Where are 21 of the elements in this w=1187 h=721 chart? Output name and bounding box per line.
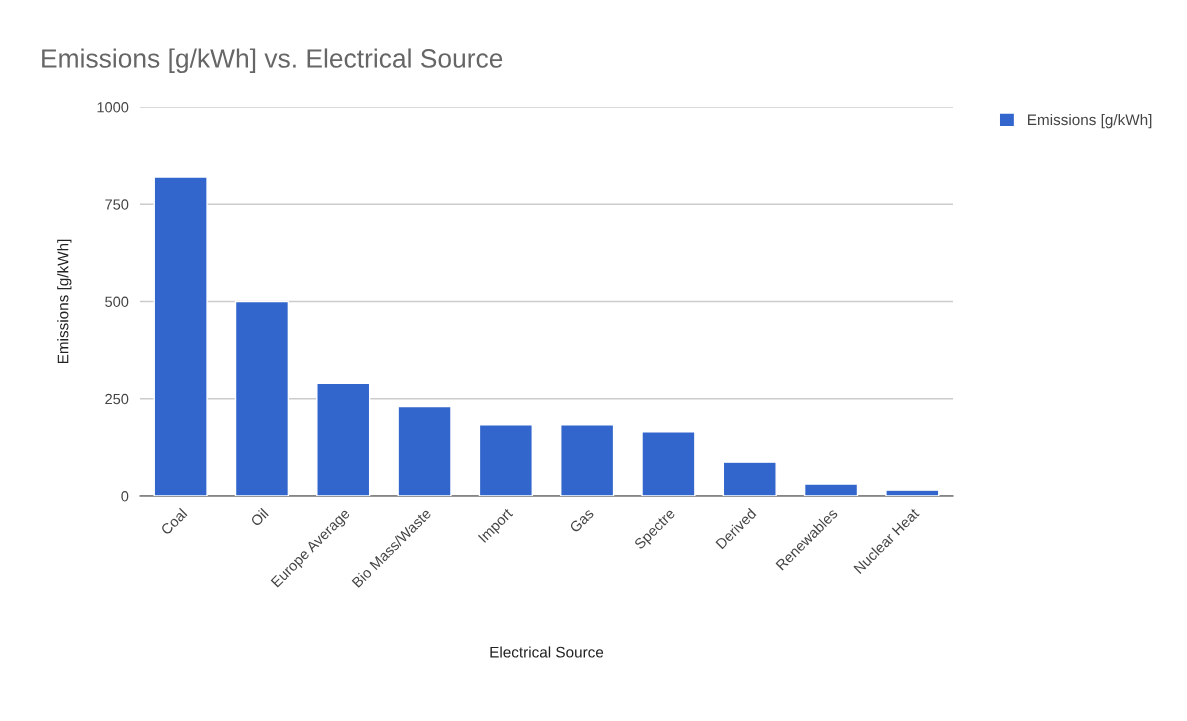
bar <box>885 489 940 496</box>
x-axis-title: Electrical Source <box>490 646 604 658</box>
x-tick-label: Gas <box>569 507 595 534</box>
y-axis-title: Emissions [g/kWh] <box>57 239 72 364</box>
bar <box>316 382 371 496</box>
bar <box>397 405 452 496</box>
chart-title: Emissions [g/kWh] vs. Electrical Source <box>42 48 503 74</box>
bar <box>560 424 615 496</box>
bar <box>153 176 208 496</box>
y-tick-label: 750 <box>105 199 129 210</box>
bar <box>234 300 290 496</box>
bar <box>803 483 859 496</box>
y-tick-label: 500 <box>105 296 129 307</box>
bar <box>722 461 777 496</box>
legend-label: Emissions [g/kWh] <box>1028 113 1152 129</box>
bar <box>641 431 696 496</box>
x-tick-label: Oil <box>249 507 269 527</box>
y-tick-label: 0 <box>121 491 129 502</box>
y-tick-label: 1000 <box>97 102 129 113</box>
bar <box>478 424 533 496</box>
y-tick-label: 250 <box>105 393 129 405</box>
